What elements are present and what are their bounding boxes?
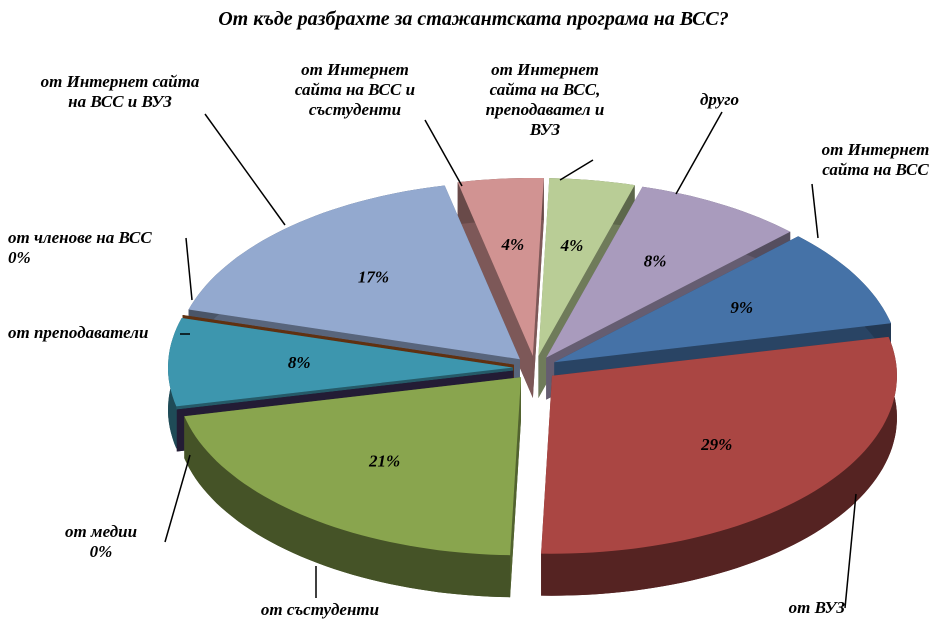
- category-label: от Интернет сайта на ВСС и ВУЗ: [40, 72, 200, 112]
- slice-outer-wall: [541, 336, 897, 596]
- category-name: друго: [700, 90, 740, 109]
- slice: [457, 178, 544, 356]
- data-label: 0%: [89, 542, 113, 561]
- slice: [168, 318, 513, 407]
- leader-line: [811, 183, 819, 239]
- leader-line: [675, 111, 723, 195]
- category-name: от Интернет сайта на ВСС: [821, 140, 930, 179]
- data-label: 21%: [368, 451, 400, 470]
- category-label: от преподаватели: [8, 323, 183, 343]
- slice: [554, 236, 891, 363]
- leader-line: [204, 113, 286, 226]
- category-name: от Интернет сайта на ВСС и състуденти: [294, 60, 416, 119]
- category-label: от медии 0%: [40, 522, 162, 562]
- slice-wall: [532, 178, 544, 398]
- data-label: 4%: [560, 236, 584, 255]
- data-label: 17%: [358, 268, 389, 287]
- slice: [546, 186, 791, 358]
- data-label: 29%: [700, 435, 732, 454]
- leader-line: [844, 493, 857, 609]
- slice-wall: [510, 377, 521, 598]
- leader-line: [424, 119, 463, 187]
- slice: [184, 377, 522, 556]
- category-name: от членове на ВСС: [8, 228, 152, 247]
- data-label: 8%: [644, 251, 667, 270]
- category-name: от Интернет сайта на ВСС, преподавател и…: [485, 60, 605, 139]
- category-name: от Интернет сайта на ВСС и ВУЗ: [40, 72, 200, 111]
- category-label: от състуденти: [240, 600, 400, 620]
- category-name: от ВУЗ: [788, 598, 845, 617]
- category-name: от състуденти: [260, 600, 380, 619]
- category-name: от преподаватели: [8, 323, 149, 342]
- leader-line: [164, 454, 191, 543]
- category-label: от ВУЗ: [765, 598, 845, 618]
- data-label: 4%: [500, 235, 524, 254]
- category-label: от Интернет сайта на ВСС и състуденти: [285, 60, 425, 120]
- category-label: от членове на ВСС 0%: [8, 228, 186, 268]
- category-name: от медии: [64, 522, 138, 541]
- data-label: 0%: [8, 248, 31, 267]
- slice-outer-wall: [184, 416, 511, 598]
- leader-line: [559, 159, 594, 181]
- category-label: друго: [700, 90, 760, 110]
- category-label: от Интернет сайта на ВСС: [808, 140, 943, 180]
- category-label: от Интернет сайта на ВСС, преподавател и…: [470, 60, 620, 140]
- chart-title: От къде разбрахте за стажантската програ…: [218, 8, 729, 30]
- data-label: 9%: [730, 298, 753, 317]
- slice: [538, 178, 635, 356]
- slice: [188, 185, 520, 360]
- slice-wall: [457, 182, 533, 398]
- slice: [541, 336, 897, 554]
- data-label: 8%: [288, 353, 311, 372]
- leader-line: [185, 237, 193, 301]
